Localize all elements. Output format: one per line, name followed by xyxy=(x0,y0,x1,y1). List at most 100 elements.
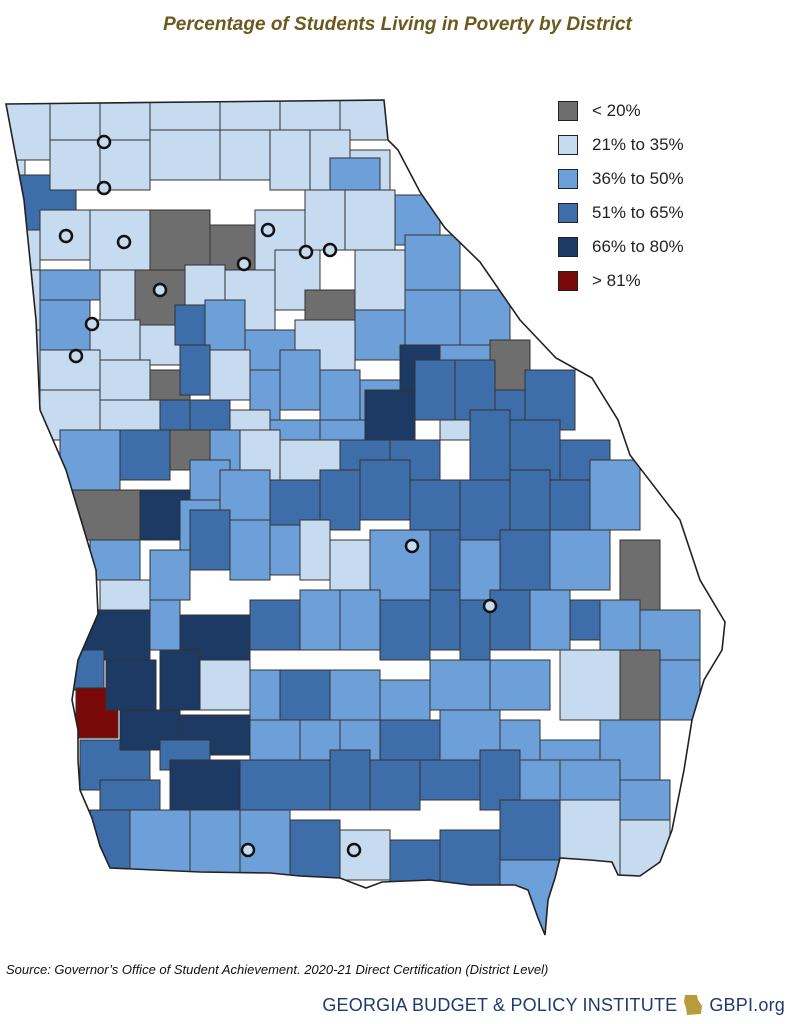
legend-item-51-65: 51% to 65% xyxy=(558,196,684,230)
city-district xyxy=(84,316,100,332)
district-region xyxy=(73,649,105,691)
city-district xyxy=(96,134,112,150)
district-region xyxy=(139,324,181,366)
district-region xyxy=(619,819,671,881)
district-region xyxy=(379,599,431,661)
district-region xyxy=(304,189,346,251)
district-region xyxy=(439,419,471,441)
legend-item-66-80: 66% to 80% xyxy=(558,230,684,264)
legend-label: > 81% xyxy=(592,271,641,290)
legend-label: 36% to 50% xyxy=(592,169,684,188)
district-region xyxy=(89,539,141,581)
district-region xyxy=(299,519,331,581)
district-region xyxy=(49,139,101,191)
city-district xyxy=(68,348,84,364)
district-region xyxy=(159,649,201,711)
district-region xyxy=(499,529,551,591)
district-region xyxy=(329,749,371,811)
district-region xyxy=(279,349,321,411)
city-district xyxy=(236,256,252,272)
district-region xyxy=(189,809,241,881)
district-region xyxy=(105,659,157,711)
district-region xyxy=(209,349,251,401)
city-district xyxy=(404,538,420,554)
district-region xyxy=(289,819,341,881)
district-region xyxy=(69,489,141,541)
district-region xyxy=(354,309,406,361)
district-region xyxy=(249,669,281,721)
legend-item-over-81: > 81% xyxy=(558,264,684,298)
district-region xyxy=(149,100,221,131)
legend-item-21-35: 21% to 35% xyxy=(558,128,684,162)
district-region xyxy=(229,519,271,581)
district-region xyxy=(179,344,211,396)
district-region xyxy=(239,759,331,811)
district-region xyxy=(549,529,611,591)
district-region xyxy=(99,269,141,321)
district-region xyxy=(419,759,481,801)
district-region xyxy=(249,599,301,651)
legend-swatch xyxy=(558,203,578,223)
district-region xyxy=(329,669,381,721)
map-title: Percentage of Students Living in Poverty… xyxy=(163,14,632,35)
district-region xyxy=(354,249,406,311)
district-region xyxy=(429,589,461,651)
district-region xyxy=(89,809,131,871)
legend-item-36-50: 36% to 50% xyxy=(558,162,684,196)
district-region xyxy=(119,429,171,481)
georgia-map-svg xyxy=(5,99,726,936)
district-region xyxy=(659,659,701,721)
district-region xyxy=(499,799,561,861)
legend-swatch xyxy=(558,271,578,291)
city-district xyxy=(346,842,362,858)
district-region xyxy=(189,509,231,571)
district-region xyxy=(569,599,601,641)
district-region xyxy=(549,479,591,531)
district-region xyxy=(169,759,251,811)
district-region xyxy=(404,289,461,351)
city-district xyxy=(322,242,338,258)
legend-label: 21% to 35% xyxy=(592,135,684,154)
district-region xyxy=(149,549,191,601)
website-link[interactable]: GBPI.org xyxy=(709,994,785,1015)
district-region xyxy=(39,299,91,351)
district-region xyxy=(174,304,206,346)
district-region xyxy=(149,129,221,181)
legend-swatch xyxy=(558,101,578,121)
district-region xyxy=(149,209,211,271)
district-region xyxy=(6,329,41,401)
legend-label: 66% to 80% xyxy=(592,237,684,256)
organization-name: GEORGIA BUDGET & POLICY INSTITUTE xyxy=(322,994,678,1015)
district-region xyxy=(499,859,561,935)
district-region xyxy=(199,659,251,711)
district-region xyxy=(149,599,181,651)
district-region xyxy=(619,779,671,821)
district-region xyxy=(39,269,101,301)
city-district xyxy=(152,282,168,298)
district-region xyxy=(129,809,191,881)
footer-branding[interactable]: GEORGIA BUDGET & POLICY INSTITUTE GBPI.o… xyxy=(322,994,785,1016)
district-region xyxy=(339,829,391,881)
district-region xyxy=(6,229,41,271)
district-region xyxy=(389,839,441,891)
city-district xyxy=(116,234,132,250)
district-region xyxy=(529,589,571,651)
legend-swatch xyxy=(558,237,578,257)
city-district xyxy=(298,244,314,260)
district-region xyxy=(219,129,271,181)
district-region xyxy=(279,669,331,721)
legend-item-under-20: < 20% xyxy=(558,94,684,128)
district-region xyxy=(339,589,381,651)
district-region xyxy=(204,299,246,351)
city-district xyxy=(96,180,112,196)
legend-label: < 20% xyxy=(592,101,641,120)
district-region xyxy=(619,649,661,731)
district-region xyxy=(489,659,551,711)
district-region xyxy=(439,829,501,891)
district-region xyxy=(299,589,341,651)
district-region xyxy=(269,524,301,576)
district-region xyxy=(429,529,461,591)
district-region xyxy=(344,189,396,251)
source-note: Source: Governor’s Office of Student Ach… xyxy=(6,962,549,977)
district-region xyxy=(489,589,531,651)
